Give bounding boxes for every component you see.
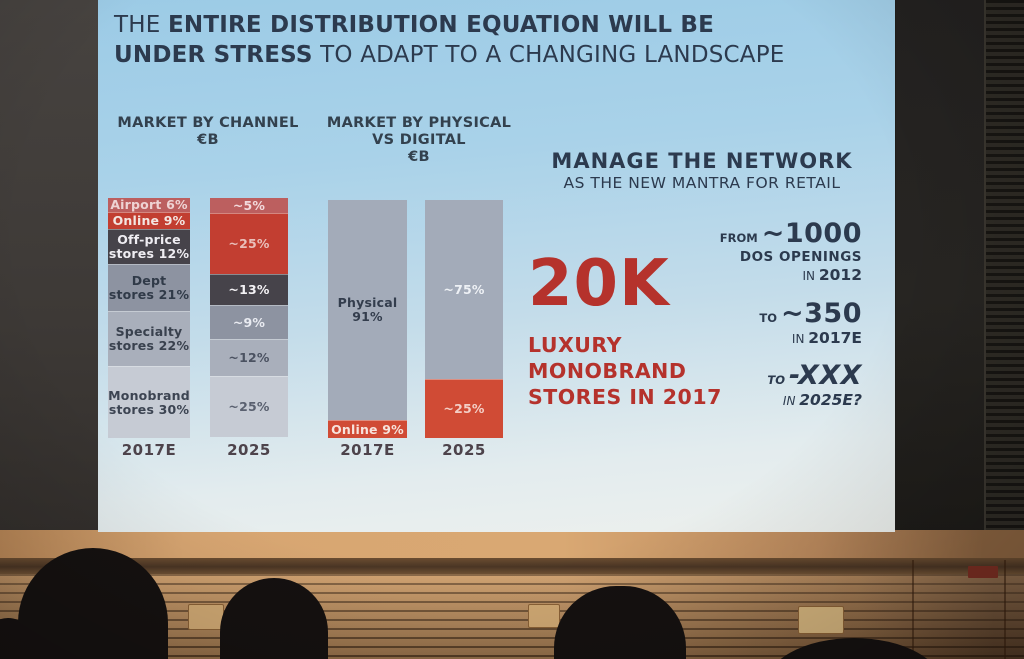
chart1-bar-2025: ~5% ~25% ~13% ~9% ~12% ~25%	[210, 198, 288, 437]
stat-in: IN	[782, 394, 796, 408]
segment-label: ~5%	[232, 197, 266, 213]
segment-label: ~12%	[228, 350, 270, 365]
segment-label: Airport 6%	[110, 197, 188, 212]
stat-value: -XXX	[789, 360, 862, 391]
stat-to-xxx: TO -XXX IN 2025E?	[650, 360, 862, 410]
stat-value: ~350	[781, 298, 862, 329]
chart2-axis-2017: 2017E	[340, 441, 395, 459]
chart2-axis-2025: 2025	[442, 441, 486, 459]
chart1-2017-segment-online: Online 9%	[108, 212, 190, 229]
segment-label: Specialty stores 22%	[108, 324, 190, 353]
wall-outlet	[798, 606, 844, 634]
title-bold-2: UNDER STRESS	[114, 42, 313, 68]
chart1-2025-segment-specialty: ~12%	[210, 339, 288, 376]
audience-head-silhouette	[18, 548, 168, 659]
chart2-bar-2025: ~75% ~25%	[425, 200, 503, 438]
chart2-2025-segment-online: ~25%	[425, 379, 503, 438]
segment-label: Dept stores 21%	[108, 273, 190, 302]
network-subhead: AS THE NEW MANTRA FOR RETAIL	[563, 174, 841, 192]
stat-line3: IN 2017E	[650, 329, 862, 348]
big-stat-line2: MONOBRAND	[528, 359, 687, 383]
slide-title: THE ENTIRE DISTRIBUTION EQUATION WILL BE…	[114, 10, 878, 70]
chart1-2017-segment-airport: Airport 6%	[108, 198, 190, 212]
wall-outlet	[528, 604, 560, 628]
network-headline: MANAGE THE NETWORK	[551, 149, 853, 173]
radiator-grille	[984, 0, 1024, 540]
stat-to-350: TO ~350 IN 2017E	[650, 298, 862, 348]
chart1-2017-segment-dept: Dept stores 21%	[108, 264, 190, 311]
chart1-header: MARKET BY CHANNEL €B	[102, 115, 314, 149]
segment-label: ~9%	[232, 314, 266, 330]
chart1-axis-2017: 2017E	[121, 441, 177, 459]
chart1-unit: €B	[197, 132, 219, 148]
wall-rail	[0, 558, 1024, 574]
wall-glow-band	[0, 530, 1024, 558]
chart2-bar-2017: Physical 91% Online 9%	[328, 200, 407, 438]
chart2-2017-segment-physical: Physical 91%	[328, 200, 407, 420]
chart2-unit: €B	[408, 149, 430, 165]
big-stat-caption: LUXURY MONOBRAND STORES IN 2017	[528, 332, 722, 410]
stat-line3: IN 2012	[650, 266, 862, 285]
big-stat-line1: LUXURY	[528, 333, 622, 357]
title-regular-1: THE	[114, 12, 161, 38]
room-right-shadow	[896, 0, 1024, 540]
segment-label: Online 9%	[331, 421, 404, 437]
chart1-2025-segment-airport: ~5%	[210, 198, 288, 213]
chart2-header: MARKET BY PHYSICAL VS DIGITAL €B	[316, 115, 522, 166]
chart1-axis-2025: 2025	[227, 441, 271, 459]
stat-prefix: TO	[767, 373, 786, 387]
big-stat-20k: 20K	[528, 247, 670, 321]
segment-label: Physical 91%	[337, 295, 398, 324]
title-regular-2: TO ADAPT TO A CHANGING LANDSCAPE	[320, 42, 785, 68]
wall-outlet	[188, 604, 224, 630]
chart1-2025-segment-dept: ~9%	[210, 305, 288, 339]
stat-line3: IN 2025E?	[650, 391, 862, 410]
segment-label: ~25%	[228, 399, 270, 414]
segment-label: ~75%	[443, 281, 485, 297]
chart2-title-line2: VS DIGITAL	[372, 132, 466, 148]
chart1-2017-segment-specialty: Specialty stores 22%	[108, 311, 190, 366]
chart1-2025-segment-offprice: ~13%	[210, 274, 288, 305]
title-bold-1: ENTIRE DISTRIBUTION EQUATION WILL BE	[168, 12, 715, 38]
chart1-2017-segment-offprice: Off-price stores 12%	[108, 229, 190, 264]
stat-from-1000: FROM ~1000 DOS OPENINGS IN 2012	[650, 218, 862, 285]
network-headline-block: MANAGE THE NETWORK AS THE NEW MANTRA FOR…	[526, 149, 878, 192]
chart2-2025-segment-physical: ~75%	[425, 200, 503, 379]
stat-year: 2012	[818, 266, 862, 284]
wall-red-fixture	[968, 566, 998, 578]
big-stat-line3: STORES IN 2017	[528, 385, 722, 409]
chart1-bar-2017: Airport 6% Online 9% Off-price stores 12…	[108, 198, 190, 438]
stat-line2: DOS OPENINGS	[739, 249, 862, 265]
stat-in: IN	[802, 269, 816, 283]
audience-head-silhouette	[220, 578, 328, 659]
room-left-shadow	[0, 0, 100, 534]
segment-label: Off-price stores 12%	[108, 232, 190, 261]
stat-value: ~1000	[761, 218, 862, 249]
chart2-title-line1: MARKET BY PHYSICAL	[326, 115, 512, 131]
projection-screen: THE ENTIRE DISTRIBUTION EQUATION WILL BE…	[98, 0, 895, 532]
chart1-2017-segment-monobrand: Monobrand stores 30%	[108, 366, 190, 438]
segment-label: Monobrand stores 30%	[108, 387, 190, 417]
segment-label: ~25%	[228, 236, 270, 251]
stat-year: 2017E	[808, 329, 862, 347]
stat-prefix: TO	[759, 311, 778, 325]
chart1-2025-segment-monobrand: ~25%	[210, 376, 288, 437]
chart1-title: MARKET BY CHANNEL	[117, 115, 299, 131]
chart2-2017-segment-online: Online 9%	[328, 420, 407, 438]
wall-seam	[912, 560, 914, 659]
stat-year: 2025E?	[799, 391, 862, 409]
segment-label: Online 9%	[112, 213, 186, 228]
wall-seam	[1004, 560, 1006, 659]
chart1-2025-segment-online: ~25%	[210, 213, 288, 274]
stat-prefix: FROM	[719, 231, 758, 245]
segment-label: ~13%	[228, 282, 270, 297]
segment-label: ~25%	[443, 401, 485, 416]
stat-in: IN	[791, 332, 805, 346]
